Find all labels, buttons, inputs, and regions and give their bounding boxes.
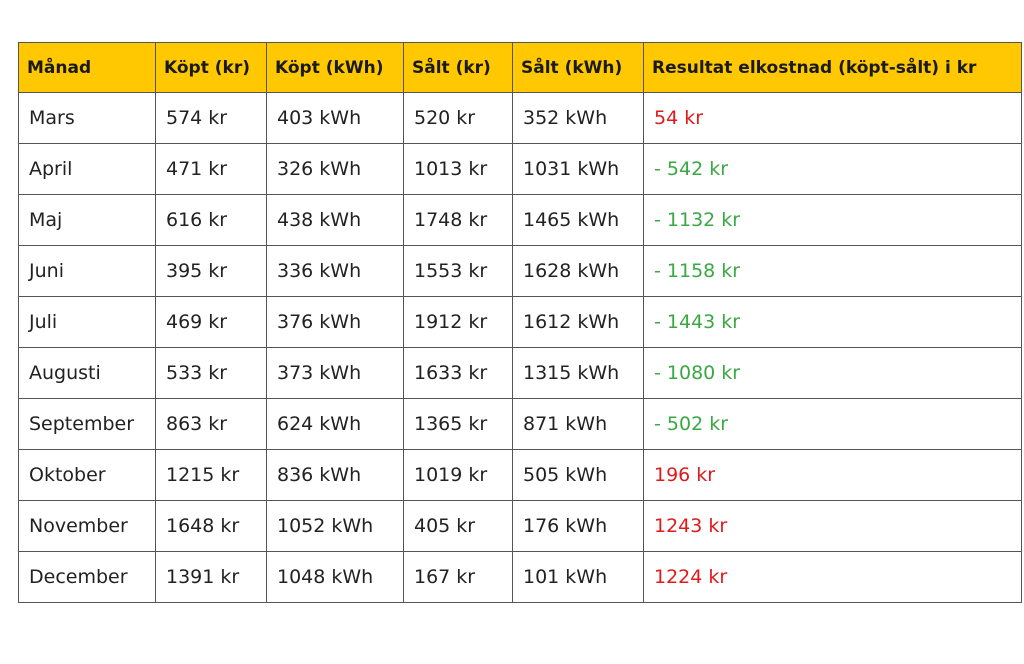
table-cell: Juli xyxy=(18,296,156,348)
table-cell: Juni xyxy=(18,245,156,297)
table-cell: 438 kWh xyxy=(266,194,404,246)
table-cell: 405 kr xyxy=(403,500,513,552)
table-cell: 196 kr xyxy=(643,449,1022,501)
table-row: Juli 469 kr 376 kWh 1912 kr 1612 kWh - 1443 k… xyxy=(18,296,1022,348)
table-cell: 1243 kr xyxy=(643,500,1022,552)
table-row: November 1648 kr 1052 kWh 405 kr 176 kWh 1243… xyxy=(18,500,1022,552)
table-cell: - 542 kr xyxy=(643,143,1022,195)
header-cell: Sålt (kWh) xyxy=(512,42,644,93)
table-cell: 1019 kr xyxy=(403,449,513,501)
table-row: Oktober 1215 kr 836 kWh 1019 kr 505 kWh 196 k… xyxy=(18,449,1022,501)
table-cell: 326 kWh xyxy=(266,143,404,195)
table-cell: Oktober xyxy=(18,449,156,501)
table-cell: 863 kr xyxy=(155,398,267,450)
table-cell: 352 kWh xyxy=(512,92,644,144)
table-cell: 1633 kr xyxy=(403,347,513,399)
table-cell: 54 kr xyxy=(643,92,1022,144)
table-cell: 1748 kr xyxy=(403,194,513,246)
table-cell: 1465 kWh xyxy=(512,194,644,246)
table-cell: Mars xyxy=(18,92,156,144)
table-cell: - 1443 kr xyxy=(643,296,1022,348)
data-table: Månad Köpt (kr) Köpt (kWh) Sålt (kr) Sålt (k… xyxy=(18,42,1022,603)
table-row: Augusti 533 kr 373 kWh 1633 kr 1315 kWh - 108… xyxy=(18,347,1022,399)
header-cell: Köpt (kWh) xyxy=(266,42,404,93)
table-cell: 533 kr xyxy=(155,347,267,399)
table-cell: 395 kr xyxy=(155,245,267,297)
table-row: Maj 616 kr 438 kWh 1748 kr 1465 kWh - 1132 kr xyxy=(18,194,1022,246)
table-cell: November xyxy=(18,500,156,552)
header-row: Månad Köpt (kr) Köpt (kWh) Sålt (kr) Sålt (k… xyxy=(18,42,1022,93)
table-cell: Maj xyxy=(18,194,156,246)
table-row: Juni 395 kr 336 kWh 1553 kr 1628 kWh - 1158 k… xyxy=(18,245,1022,297)
header-cell: Resultat elkostnad (köpt-sålt) i kr xyxy=(643,42,1022,93)
header-cell: Sålt (kr) xyxy=(403,42,513,93)
table-cell: 520 kr xyxy=(403,92,513,144)
table-cell: 1013 kr xyxy=(403,143,513,195)
table-cell: - 502 kr xyxy=(643,398,1022,450)
table-cell: 1365 kr xyxy=(403,398,513,450)
table-row: April 471 kr 326 kWh 1013 kr 1031 kWh - 542 k… xyxy=(18,143,1022,195)
table-cell: 1215 kr xyxy=(155,449,267,501)
table-cell: 167 kr xyxy=(403,551,513,603)
table-cell: 376 kWh xyxy=(266,296,404,348)
header-cell: Månad xyxy=(18,42,156,93)
table-row: December 1391 kr 1048 kWh 167 kr 101 kWh 1224… xyxy=(18,551,1022,603)
table-cell: - 1132 kr xyxy=(643,194,1022,246)
table-cell: 574 kr xyxy=(155,92,267,144)
table-cell: 624 kWh xyxy=(266,398,404,450)
table-cell: 176 kWh xyxy=(512,500,644,552)
table-row: Mars 574 kr 403 kWh 520 kr 352 kWh 54 kr xyxy=(18,92,1022,144)
table-cell: 1224 kr xyxy=(643,551,1022,603)
table-cell: 336 kWh xyxy=(266,245,404,297)
table-cell: 1048 kWh xyxy=(266,551,404,603)
table-cell: 1553 kr xyxy=(403,245,513,297)
table-cell: 1912 kr xyxy=(403,296,513,348)
table-cell: 1648 kr xyxy=(155,500,267,552)
table-cell: September xyxy=(18,398,156,450)
table-cell: 1391 kr xyxy=(155,551,267,603)
table-cell: 101 kWh xyxy=(512,551,644,603)
table-cell: 373 kWh xyxy=(266,347,404,399)
table-cell: 469 kr xyxy=(155,296,267,348)
table-cell: December xyxy=(18,551,156,603)
table-cell: 1315 kWh xyxy=(512,347,644,399)
table-cell: 871 kWh xyxy=(512,398,644,450)
table-cell: - 1158 kr xyxy=(643,245,1022,297)
table-body: Mars 574 kr 403 kWh 520 kr 352 kWh 54 kr April… xyxy=(18,92,1022,603)
table-cell: 1031 kWh xyxy=(512,143,644,195)
table-cell: 1628 kWh xyxy=(512,245,644,297)
table-cell: Augusti xyxy=(18,347,156,399)
table-cell: 1052 kWh xyxy=(266,500,404,552)
table-cell: 836 kWh xyxy=(266,449,404,501)
table-cell: 505 kWh xyxy=(512,449,644,501)
table-cell: 616 kr xyxy=(155,194,267,246)
table-cell: April xyxy=(18,143,156,195)
table-cell: 1612 kWh xyxy=(512,296,644,348)
table-cell: 403 kWh xyxy=(266,92,404,144)
header-cell: Köpt (kr) xyxy=(155,42,267,93)
table-row: September 863 kr 624 kWh 1365 kr 871 kWh - 50… xyxy=(18,398,1022,450)
table-cell: 471 kr xyxy=(155,143,267,195)
table-cell: - 1080 kr xyxy=(643,347,1022,399)
